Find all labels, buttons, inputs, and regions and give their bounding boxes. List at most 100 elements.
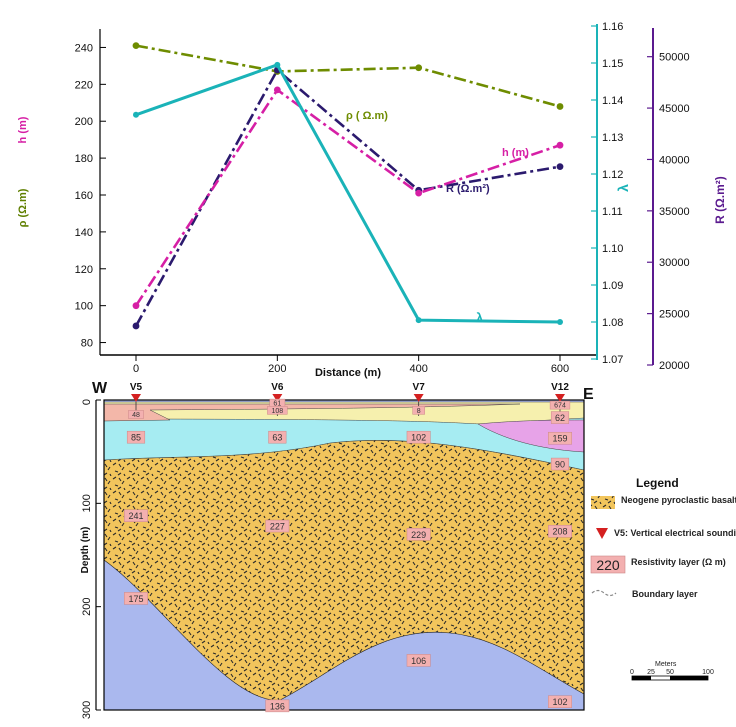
scale-tick-label: 25 — [647, 669, 655, 676]
resistivity-label: 48 — [132, 412, 140, 419]
r-axis-ticks: 20000 25000 30000 35000 40000 45000 50000 — [647, 52, 690, 372]
x-tick-label: 200 — [268, 363, 286, 375]
rho-axis-title: ρ (Ω.m) — [17, 188, 29, 227]
resistivity-label: 90 — [555, 460, 565, 470]
r-axis-title: R (Ω.m²) — [713, 176, 727, 224]
resistivity-label-box — [548, 695, 572, 708]
resistivity-label: 175 — [128, 594, 143, 604]
depth-tick-label: 200 — [81, 597, 93, 615]
scale-bar-fill — [632, 676, 651, 680]
left-tick-label: 180 — [75, 153, 93, 165]
lambda-tick-label: 1.14 — [602, 95, 623, 107]
resistivity-label: 102 — [411, 433, 426, 443]
series-layer — [132, 42, 564, 330]
scale-tick-label: 0 — [630, 669, 634, 676]
left-tick-label: 160 — [75, 190, 93, 202]
legend-title: Legend — [636, 476, 679, 490]
series-point — [556, 163, 564, 171]
lambda-tick-label: 1.11 — [602, 206, 623, 218]
x-axis-ticks: 0 200 400 600 — [133, 355, 569, 375]
resistivity-label-box — [265, 699, 290, 713]
sounding-marker — [131, 394, 141, 402]
legend-boundary-label: Boundary layer — [632, 589, 698, 599]
left-tick-label: 240 — [75, 42, 93, 54]
legend-resistivity-label: Resistivity layer (Ω m) — [631, 557, 726, 567]
left-tick-label: 100 — [75, 301, 93, 313]
resistivity-label-box — [549, 400, 571, 410]
east-direction: E — [583, 386, 594, 403]
resistivity-label: 63 — [272, 433, 282, 443]
depth-tick-label: 100 — [81, 494, 93, 512]
series-point — [132, 322, 140, 330]
legend-boundary-line — [591, 589, 617, 597]
legend-resistivity-symbol: 220 — [596, 557, 620, 573]
sounding-marker — [413, 394, 424, 402]
resistivity-label-box — [548, 431, 572, 445]
left-axis-ticks: 80 100 120 140 160 180 200 220 240 — [75, 42, 106, 350]
lambda-tick-label: 1.16 — [602, 21, 623, 33]
depth-axis-title: Depth (m) — [80, 527, 91, 574]
legend-ves-marker — [596, 528, 608, 539]
resistivity-label-box — [124, 509, 148, 522]
scale-tick-label: 50 — [666, 669, 674, 676]
sounding-label: V7 — [413, 382, 426, 393]
series-point — [556, 141, 564, 149]
series-point — [132, 302, 140, 310]
lambda-tick-label: 1.07 — [602, 354, 623, 366]
series-line — [134, 68, 561, 327]
depth-tick-label: 0 — [81, 399, 93, 405]
resistivity-label: 227 — [270, 522, 285, 532]
lambda-axis-ticks: 1.07 1.08 1.09 1.10 1.11 1.12 1.13 1.14 1.15 1.16 — [591, 21, 623, 366]
x-tick-label: 0 — [133, 363, 139, 375]
resistivity-label: 208 — [552, 527, 567, 537]
sounding-marker — [555, 394, 565, 402]
resistivity-label: 241 — [128, 511, 143, 521]
series-line — [134, 88, 561, 307]
x-tick-label: 600 — [551, 363, 569, 375]
legend-aquifer-swatch — [591, 496, 615, 509]
scale-tick-label: 100 — [702, 669, 714, 676]
series-point — [415, 317, 422, 324]
lambda-axis-title: λ — [615, 184, 631, 192]
resistivity-label: 136 — [270, 701, 285, 711]
series-point — [133, 111, 139, 118]
r-tick-label: 40000 — [659, 154, 690, 166]
resistivity-label-box — [412, 406, 425, 415]
x-tick-label: 400 — [409, 363, 427, 375]
resistivity-label-box — [124, 592, 148, 605]
left-tick-label: 140 — [75, 227, 93, 239]
sounding-label: V6 — [271, 382, 284, 393]
resistivity-label: 106 — [411, 656, 426, 666]
lambda-tick-label: 1.10 — [602, 243, 623, 255]
rho-series-label: ρ ( Ω.m) — [346, 110, 388, 122]
resistivity-label-box — [265, 519, 290, 533]
series-point — [557, 319, 563, 325]
series-line — [135, 44, 561, 108]
series-point — [274, 61, 281, 68]
resistivity-label: 674 — [554, 403, 566, 410]
resistivity-label-box — [406, 430, 431, 444]
resistivity-label: 102 — [552, 697, 567, 707]
lambda-tick-label: 1.13 — [602, 132, 623, 144]
resistivity-label: 8 — [417, 408, 421, 415]
series-line — [135, 63, 561, 324]
resistivity-label-box — [128, 410, 144, 419]
series-point — [415, 64, 423, 72]
depth-tick-label: 300 — [81, 701, 93, 719]
lambda-series-label: λ — [476, 310, 484, 325]
legend-resistivity-swatch — [590, 555, 626, 574]
lambda-tick-label: 1.08 — [602, 317, 623, 329]
series-point — [415, 189, 423, 197]
resistivity-label-box — [267, 406, 288, 415]
lambda-tick-label: 1.15 — [602, 58, 623, 70]
r-tick-label: 30000 — [659, 257, 690, 269]
r-tick-label: 25000 — [659, 309, 690, 321]
r-tick-label: 20000 — [659, 360, 690, 372]
h-axis-title: h (m) — [17, 116, 29, 143]
section-frame — [103, 399, 585, 711]
left-tick-label: 80 — [81, 338, 93, 350]
scale-bar-fill-2 — [670, 676, 708, 680]
